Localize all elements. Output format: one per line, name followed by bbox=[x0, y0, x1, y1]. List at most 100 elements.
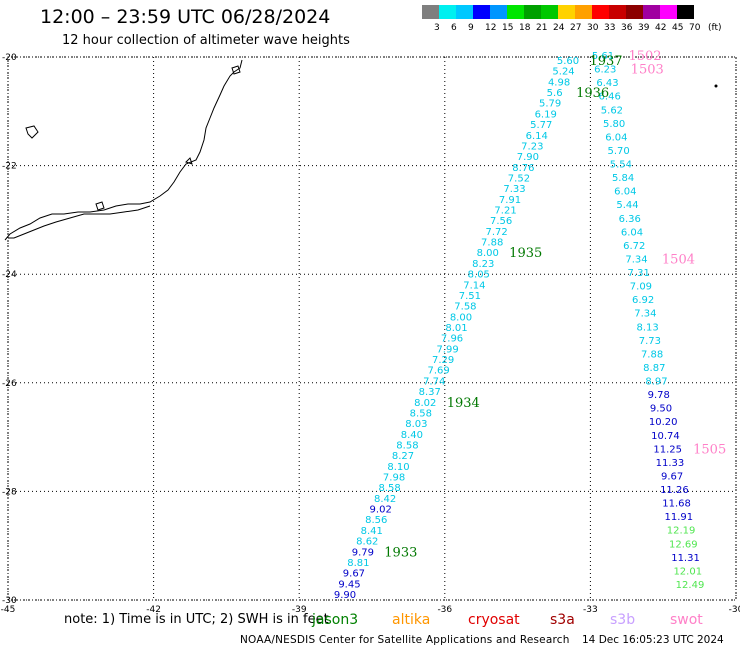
wave-height-reading: 10.20 bbox=[649, 417, 678, 428]
wave-height-reading: 8.01 bbox=[445, 323, 467, 334]
wave-height-reading: 5.84 bbox=[612, 173, 634, 184]
wave-height-reading: 5.61 bbox=[592, 51, 614, 62]
wave-height-reading: 8.27 bbox=[392, 451, 414, 462]
wave-height-reading: 8.10 bbox=[387, 462, 409, 473]
wave-height-reading: 8.02 bbox=[414, 398, 436, 409]
color-scale-label: 9 bbox=[468, 23, 474, 33]
color-scale-swatch bbox=[558, 5, 575, 19]
wave-height-reading: 9.02 bbox=[370, 505, 392, 516]
lon-tick-label: -42 bbox=[146, 605, 161, 615]
wave-height-reading: 7.90 bbox=[517, 152, 539, 163]
wave-height-reading: 8.58 bbox=[378, 483, 400, 494]
footer-note: note: 1) Time is in UTC; 2) SWH is in fe… bbox=[64, 612, 329, 627]
wave-height-reading: 7.23 bbox=[521, 141, 543, 152]
wave-height-reading: 5.62 bbox=[601, 105, 623, 116]
wave-height-reading: 5.79 bbox=[539, 99, 561, 110]
wave-height-reading: 8.58 bbox=[410, 408, 432, 419]
wave-height-reading: 12.49 bbox=[676, 580, 705, 591]
wave-height-reading: 8.05 bbox=[468, 270, 490, 281]
pass-time-label: 1504 bbox=[662, 252, 695, 267]
wave-height-reading: 7.31 bbox=[628, 268, 650, 279]
color-scale-swatch bbox=[456, 5, 473, 19]
color-scale-label: 15 bbox=[502, 23, 514, 33]
wave-height-reading: 11.25 bbox=[653, 444, 682, 455]
island-1 bbox=[25, 125, 39, 139]
satellite-legend-item: altika bbox=[392, 612, 431, 628]
color-scale-swatch bbox=[660, 5, 677, 19]
color-scale-label: 39 bbox=[638, 23, 650, 33]
lat-lon-grid: -45 -42 -39 -36 -33 -30 -20 -22 -24 -26 -28 -30 bbox=[1, 53, 740, 615]
wave-height-reading: 5.24 bbox=[552, 67, 574, 78]
wave-height-reading: 7.29 bbox=[432, 355, 454, 366]
wave-height-reading: 7.91 bbox=[499, 195, 521, 206]
color-scale-label: 21 bbox=[536, 23, 548, 33]
color-scale-label: 30 bbox=[587, 23, 599, 33]
lat-tick-label: -26 bbox=[2, 379, 17, 389]
color-scale-label: 24 bbox=[553, 23, 565, 33]
wave-height-reading: 11.68 bbox=[662, 499, 691, 510]
island-4 bbox=[231, 65, 241, 75]
wave-height-reading: 5.54 bbox=[610, 160, 632, 171]
wave-height-reading: 9.79 bbox=[352, 547, 374, 558]
wave-height-reading: 6.14 bbox=[526, 131, 548, 142]
satellite-legend-item: s3b bbox=[610, 612, 636, 628]
color-scale-label: 70 bbox=[689, 23, 701, 33]
wave-height-reading: 8.13 bbox=[636, 322, 658, 333]
wave-height-reading: 6.36 bbox=[619, 214, 641, 225]
pass-time-label: 1936 bbox=[576, 86, 609, 101]
wave-height-reading: 5.77 bbox=[530, 120, 552, 131]
lat-tick-label: -28 bbox=[2, 487, 17, 497]
coastline bbox=[4, 59, 718, 241]
color-scale-label: 6 bbox=[451, 23, 457, 33]
south-america-coastline bbox=[4, 59, 243, 241]
pass-time-label: 1502 bbox=[628, 49, 661, 64]
color-scale-swatch bbox=[473, 5, 490, 19]
wave-height-reading: 5.6 bbox=[547, 88, 563, 99]
wave-height-reading: 6.04 bbox=[605, 132, 627, 143]
page-subtitle: 12 hour collection of altimeter wave hei… bbox=[62, 33, 350, 48]
wave-height-reading: 8.56 bbox=[365, 515, 387, 526]
wave-height-reading: 4.98 bbox=[548, 77, 570, 88]
wave-height-reading: 6.46 bbox=[599, 92, 621, 103]
bay-outline bbox=[8, 205, 151, 239]
wave-height-reading: 8.37 bbox=[419, 387, 441, 398]
wave-height-reading: 7.58 bbox=[454, 302, 476, 313]
satellite-legend-item: s3a bbox=[550, 612, 575, 628]
wave-height-reading: 5.44 bbox=[616, 200, 638, 211]
wave-height-reading: 5.70 bbox=[607, 146, 629, 157]
altimeter-tracks: 5.605.244.985.65.796.195.776.147.237.908… bbox=[334, 49, 726, 601]
color-scale-label: 45 bbox=[672, 23, 684, 33]
wave-height-reading: 7.96 bbox=[441, 334, 463, 345]
wave-height-reading: 8.03 bbox=[405, 419, 427, 430]
wave-height-reading: 9.45 bbox=[338, 579, 360, 590]
color-scale-swatch bbox=[439, 5, 456, 19]
color-scale-label: 3 bbox=[434, 23, 440, 33]
wave-height-reading: 8.76 bbox=[512, 163, 534, 174]
island-2 bbox=[95, 201, 105, 211]
wave-height-reading: 6.43 bbox=[596, 78, 618, 89]
wave-height-reading: 11.91 bbox=[665, 512, 694, 523]
wave-height-reading: 8.58 bbox=[396, 440, 418, 451]
wave-height-reading: 7.34 bbox=[625, 254, 647, 265]
wave-height-reading: 9.90 bbox=[334, 590, 356, 601]
wave-height-reading: 7.98 bbox=[383, 473, 405, 484]
wave-height-reading: 8.97 bbox=[645, 377, 667, 388]
color-scale-label: 42 bbox=[655, 23, 667, 33]
wave-height-reading: 7.99 bbox=[436, 344, 458, 355]
pass-time-label: 1505 bbox=[693, 442, 726, 457]
wave-height-reading: 12.19 bbox=[667, 526, 696, 537]
wave-height-reading: 8.42 bbox=[374, 494, 396, 505]
lat-tick-label: -22 bbox=[2, 162, 17, 172]
color-scale-swatch bbox=[422, 5, 439, 19]
wave-height-reading: 8.81 bbox=[347, 558, 369, 569]
wave-height-reading: 5.80 bbox=[603, 119, 625, 130]
wave-height-reading: 7.33 bbox=[503, 184, 525, 195]
wave-height-reading: 8.40 bbox=[401, 430, 423, 441]
wave-height-reading: 12.69 bbox=[669, 539, 698, 550]
color-scale-swatch bbox=[507, 5, 524, 19]
satellite-legend-item: swot bbox=[670, 612, 703, 628]
wave-height-reading: 7.88 bbox=[481, 238, 503, 249]
lon-tick-label: -45 bbox=[1, 605, 16, 615]
satellite-legend-item: jason3 bbox=[312, 612, 359, 628]
